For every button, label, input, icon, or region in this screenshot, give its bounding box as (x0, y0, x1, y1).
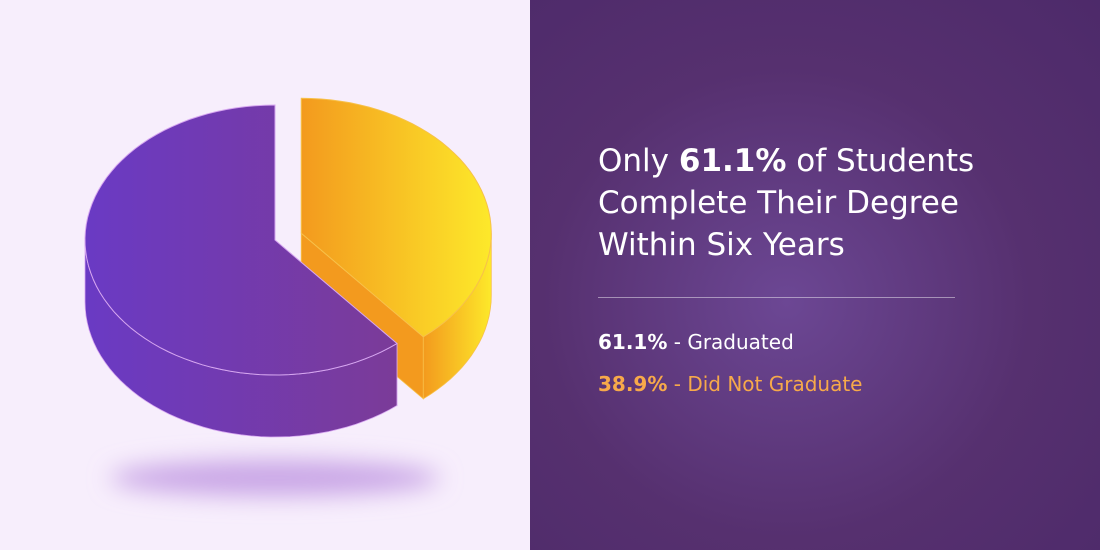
title-emphasis: 61.1% (678, 143, 787, 179)
pie-slice (300, 97, 492, 338)
title-text: Only (598, 143, 679, 179)
legend-separator: - (673, 372, 681, 396)
legend-value: 38.9% (598, 372, 668, 396)
pie-slice (84, 104, 398, 376)
legend-entry: 38.9% - Did Not Graduate (598, 372, 862, 396)
chart-panel (0, 0, 530, 550)
legend-value: 61.1% (598, 330, 668, 354)
title-text: of Students Complete Their Degree Within… (598, 143, 975, 263)
legend-separator: - (673, 330, 681, 354)
pie-chart (84, 97, 492, 496)
divider (598, 297, 955, 298)
shadow (110, 460, 440, 496)
chart-title: Only 61.1% of Students Complete Their De… (598, 140, 1018, 266)
text-panel: Only 61.1% of Students Complete Their De… (530, 0, 1100, 550)
legend-entry: 61.1% - Graduated (598, 330, 794, 354)
legend-label: Did Not Graduate (687, 372, 863, 396)
legend-label: Graduated (687, 330, 794, 354)
